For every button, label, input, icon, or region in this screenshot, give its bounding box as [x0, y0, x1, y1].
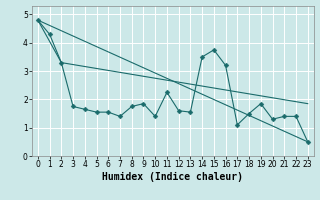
- X-axis label: Humidex (Indice chaleur): Humidex (Indice chaleur): [102, 172, 243, 182]
